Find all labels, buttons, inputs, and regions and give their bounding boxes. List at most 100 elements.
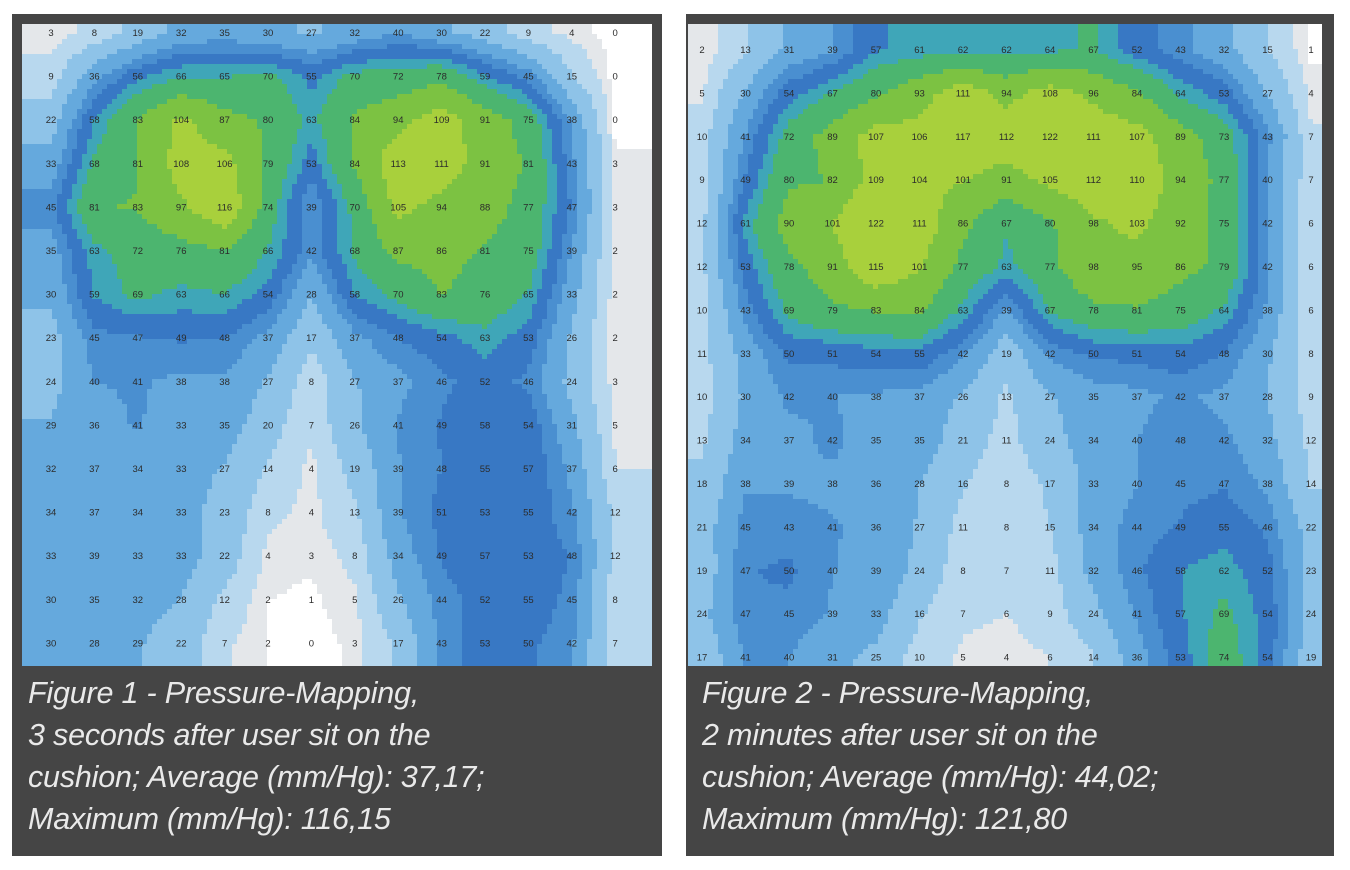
heatmap-pixel <box>447 184 453 190</box>
heatmap-pixel <box>417 39 423 45</box>
heatmap-pixel <box>187 114 193 120</box>
heatmap-pixel <box>507 39 513 45</box>
heatmap-pixel <box>512 129 518 135</box>
heatmap-pixel <box>577 29 583 35</box>
heatmap-pixel <box>362 139 368 145</box>
heatmap-pixel <box>562 184 568 190</box>
heatmap-pixel <box>647 139 652 145</box>
heatmap-pixel <box>632 74 638 80</box>
heatmap-pixel <box>462 154 468 160</box>
heatmap-pixel <box>222 199 228 205</box>
heatmap-pixel <box>117 179 123 185</box>
heatmap-pixel <box>312 59 318 65</box>
heatmap-pixel <box>262 164 268 170</box>
heatmap-pixel <box>637 89 643 95</box>
heatmap-pixel <box>87 49 93 55</box>
heatmap-pixel <box>287 84 293 90</box>
heatmap-pixel <box>432 164 438 170</box>
heatmap-pixel <box>267 109 273 115</box>
heatmap-pixel <box>27 49 33 55</box>
heatmap-pixel <box>297 134 303 140</box>
heatmap-pixel <box>157 94 163 100</box>
heatmap-pixel <box>362 49 368 55</box>
heatmap-pixel <box>592 179 598 185</box>
heatmap-pixel <box>272 169 278 175</box>
heatmap-pixel <box>97 109 103 115</box>
heatmap-pixel <box>597 149 603 155</box>
heatmap-pixel <box>327 84 333 90</box>
heatmap-pixel <box>522 69 528 75</box>
heatmap-pixel <box>147 189 153 195</box>
heatmap-pixel <box>87 59 93 65</box>
heatmap-pixel <box>142 189 148 195</box>
heatmap-pixel <box>477 144 483 150</box>
heatmap-pixel <box>72 139 78 145</box>
heatmap-pixel <box>427 139 433 145</box>
heatmap-pixel <box>302 139 308 145</box>
heatmap-pixel <box>632 179 638 185</box>
heatmap-pixel <box>92 49 98 55</box>
heatmap-pixel <box>377 74 383 80</box>
heatmap-pixel <box>337 124 343 130</box>
heatmap-pixel <box>22 24 28 30</box>
heatmap-pixel <box>317 44 323 50</box>
heatmap-pixel <box>407 149 413 155</box>
heatmap-pixel <box>57 169 63 175</box>
heatmap-pixel <box>437 164 443 170</box>
heatmap-pixel <box>447 79 453 85</box>
heatmap-pixel <box>327 94 333 100</box>
heatmap-pixel <box>142 119 148 125</box>
heatmap-pixel <box>362 104 368 110</box>
heatmap-pixel <box>517 69 523 75</box>
heatmap-pixel <box>77 139 83 145</box>
heatmap-pixel <box>292 39 298 45</box>
heatmap-pixel <box>122 49 128 55</box>
heatmap-pixel <box>487 139 493 145</box>
heatmap-pixel <box>232 194 238 200</box>
heatmap-pixel <box>642 64 648 70</box>
heatmap-pixel <box>157 184 163 190</box>
heatmap-pixel <box>72 69 78 75</box>
heatmap-pixel <box>482 124 488 130</box>
heatmap-pixel <box>287 114 293 120</box>
heatmap-pixel <box>642 204 648 210</box>
heatmap-pixel <box>467 209 473 215</box>
heatmap-pixel <box>212 49 218 55</box>
heatmap-pixel <box>122 209 128 215</box>
heatmap-pixel <box>512 169 518 175</box>
heatmap-pixel <box>92 99 98 105</box>
heatmap-pixel <box>577 124 583 130</box>
heatmap-pixel <box>282 109 288 115</box>
heatmap-pixel <box>457 24 463 30</box>
heatmap-pixel <box>82 159 88 165</box>
heatmap-pixel <box>382 74 388 80</box>
heatmap-pixel <box>122 174 128 180</box>
heatmap-pixel <box>557 29 563 35</box>
heatmap-pixel <box>577 144 583 150</box>
heatmap-pixel <box>327 144 333 150</box>
heatmap-pixel <box>477 54 483 60</box>
heatmap-pixel <box>387 24 393 30</box>
heatmap-pixel <box>532 69 538 75</box>
heatmap-pixel <box>462 84 468 90</box>
heatmap-pixel <box>362 204 368 210</box>
heatmap-pixel <box>397 184 403 190</box>
heatmap-pixel <box>437 119 443 125</box>
heatmap-pixel <box>132 124 138 130</box>
heatmap-pixel <box>137 89 143 95</box>
heatmap-pixel <box>312 34 318 40</box>
heatmap-pixel <box>287 134 293 140</box>
heatmap-pixel <box>227 124 233 130</box>
heatmap-pixel <box>222 179 228 185</box>
heatmap-pixel <box>197 84 203 90</box>
heatmap-pixel <box>362 174 368 180</box>
heatmap-pixel <box>347 109 353 115</box>
heatmap-pixel <box>367 59 373 65</box>
heatmap-pixel <box>602 149 608 155</box>
heatmap-pixel <box>322 34 328 40</box>
heatmap-pixel <box>337 54 343 60</box>
heatmap-pixel <box>57 54 63 60</box>
heatmap-pixel <box>437 89 443 95</box>
heatmap-pixel <box>222 194 228 200</box>
heatmap-pixel <box>587 154 593 160</box>
